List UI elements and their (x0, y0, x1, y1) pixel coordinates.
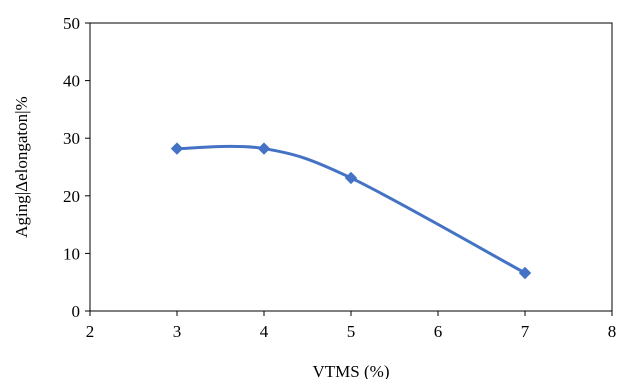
plot-border (89, 22, 613, 312)
x-tick-label: 5 (347, 322, 356, 341)
data-point-marker (344, 171, 358, 185)
x-tick-label: 4 (260, 322, 269, 341)
x-tick-label: 6 (434, 322, 443, 341)
y-axis-title: Aging|Δelongaton|% (12, 96, 31, 237)
data-point-marker (518, 266, 532, 280)
y-tick-label: 10 (63, 244, 80, 263)
x-tick-label: 2 (86, 322, 95, 341)
x-axis-ticks: 2 3 4 5 6 7 8 (86, 311, 617, 341)
data-point-marker (170, 142, 184, 155)
y-tick-label: 40 (63, 72, 80, 91)
x-axis-title: VTMS (%) (313, 362, 390, 379)
y-tick-label: 30 (63, 129, 80, 148)
y-axis-ticks: 0 10 20 30 40 50 (63, 14, 90, 321)
y-tick-label: 50 (63, 14, 80, 33)
data-point-marker (257, 142, 271, 155)
y-tick-label: 0 (72, 302, 81, 321)
x-tick-label: 8 (608, 322, 617, 341)
x-tick-label: 7 (521, 322, 530, 341)
y-tick-label: 20 (63, 187, 80, 206)
series-line (176, 144, 526, 275)
series-layer (170, 142, 532, 280)
x-tick-label: 3 (173, 322, 182, 341)
plot-area (89, 22, 613, 312)
